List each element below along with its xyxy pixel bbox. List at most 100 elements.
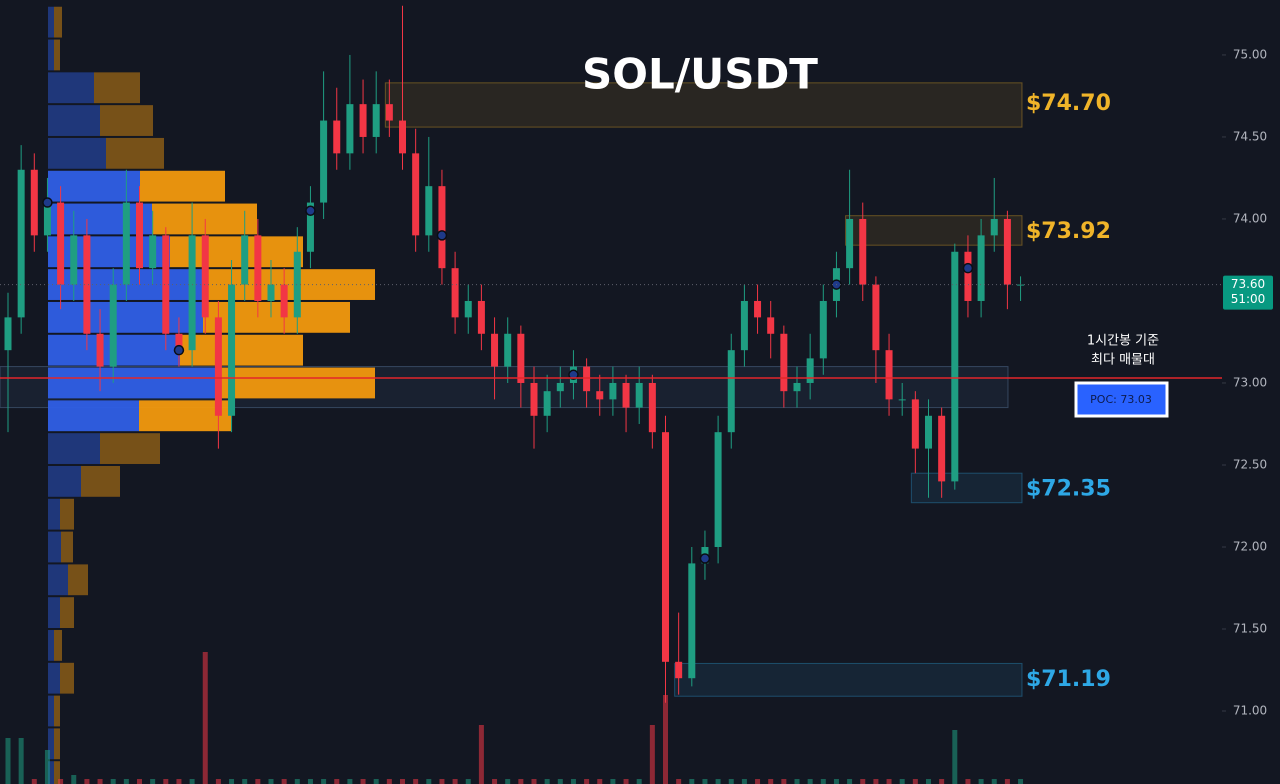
volume-bar: [991, 779, 997, 784]
candle-body: [754, 300, 762, 318]
volume-bar: [97, 779, 103, 784]
candle-body: [293, 251, 301, 318]
candle-body: [859, 218, 867, 285]
volume-bar: [229, 779, 235, 784]
candle-body: [1003, 218, 1011, 285]
overlay-layer: 75.00 74.50 74.00 73.00 72.50 72.00 71.50 71.00…: [0, 47, 1273, 718]
volume-bar: [965, 779, 971, 784]
volume-bar: [84, 779, 90, 784]
candle-body: [477, 300, 485, 334]
profile-buy: [48, 6, 54, 38]
candle-body: [635, 382, 643, 408]
volume-bar: [465, 779, 471, 784]
candle-body: [819, 300, 827, 359]
volume-bar: [71, 775, 77, 784]
profile-buy: [48, 137, 106, 169]
candle-body: [925, 415, 932, 449]
profile-sell: [140, 170, 225, 202]
profile-buy: [48, 301, 203, 333]
profile-buy: [48, 170, 140, 202]
volume-bar: [255, 779, 261, 784]
candle-body: [846, 218, 854, 269]
candle-body: [964, 251, 972, 301]
countdown-label: 51:00: [1231, 292, 1266, 306]
volume-bar: [663, 695, 668, 784]
profile-sell: [203, 301, 350, 333]
candle-body: [4, 317, 12, 351]
volume-bar: [873, 779, 879, 784]
profile-buy: [48, 695, 54, 727]
volume-bar: [347, 779, 353, 784]
profile-sell: [61, 531, 73, 563]
volume-bar: [307, 779, 313, 784]
volume-bar: [452, 779, 458, 784]
volume-bar: [570, 779, 576, 784]
candle-body: [675, 661, 683, 679]
profile-buy: [48, 630, 54, 661]
zone: [674, 662, 1023, 697]
volume-bar: [189, 779, 195, 784]
candle-body: [885, 350, 893, 400]
candle-body: [43, 202, 51, 236]
candle-body: [767, 317, 775, 334]
volume-bar: [623, 779, 629, 784]
volume-bar: [1004, 779, 1010, 784]
candle-body: [596, 391, 604, 400]
profile-buy: [48, 72, 94, 104]
profile-sell: [68, 564, 88, 596]
candle-body: [17, 169, 25, 318]
pivot-marker: [699, 553, 711, 564]
volume-bar: [413, 779, 419, 784]
candle-body: [267, 284, 275, 301]
volume-bar: [597, 779, 603, 784]
candle-body: [412, 153, 420, 236]
volume-bar: [689, 779, 695, 784]
volume-bar: [676, 779, 682, 784]
volume-bar: [439, 779, 445, 784]
candle-body: [346, 104, 354, 154]
volume-bar: [321, 779, 327, 784]
volume-layer: [5, 652, 1024, 784]
candle-body: [977, 235, 985, 301]
volume-bar: [360, 779, 366, 784]
volume-bar: [110, 779, 116, 784]
candle-body: [688, 563, 696, 679]
candle-body: [727, 350, 735, 433]
poc-label: POC: 73.03: [1090, 393, 1152, 406]
pivot-marker: [568, 369, 579, 381]
candle-body: [872, 284, 880, 351]
volume-bar: [755, 779, 761, 784]
profile-sell: [208, 269, 375, 300]
candle-body: [491, 333, 499, 367]
candle-body: [254, 235, 262, 301]
candle-body: [543, 391, 551, 416]
candle-body: [938, 415, 946, 482]
volume-bar: [5, 738, 11, 784]
profile-sell: [152, 203, 257, 235]
pivot-marker: [962, 262, 974, 274]
candle-body: [622, 382, 630, 408]
pivot-marker: [436, 230, 448, 241]
candle-body: [241, 235, 249, 285]
volume-bar: [860, 779, 866, 784]
pivot-marker: [173, 344, 185, 356]
volume-bar: [492, 779, 498, 784]
candle-body: [57, 202, 65, 285]
candle-body: [780, 333, 788, 392]
candle-body: [399, 120, 406, 154]
candle-body: [911, 399, 919, 449]
volume-bar: [899, 779, 905, 784]
volume-bar: [137, 779, 142, 784]
zone: [384, 82, 1023, 128]
profile-sell: [100, 433, 160, 464]
profile-buy: [48, 597, 60, 629]
volume-bar: [202, 652, 208, 784]
candle-body: [109, 284, 117, 367]
candle-body: [530, 382, 538, 416]
zone: [910, 472, 1023, 504]
zones-layer: [0, 82, 1023, 697]
zone-label: $72.35: [1026, 477, 1111, 502]
volume-bar: [807, 779, 813, 784]
volume-bar: [768, 779, 774, 784]
